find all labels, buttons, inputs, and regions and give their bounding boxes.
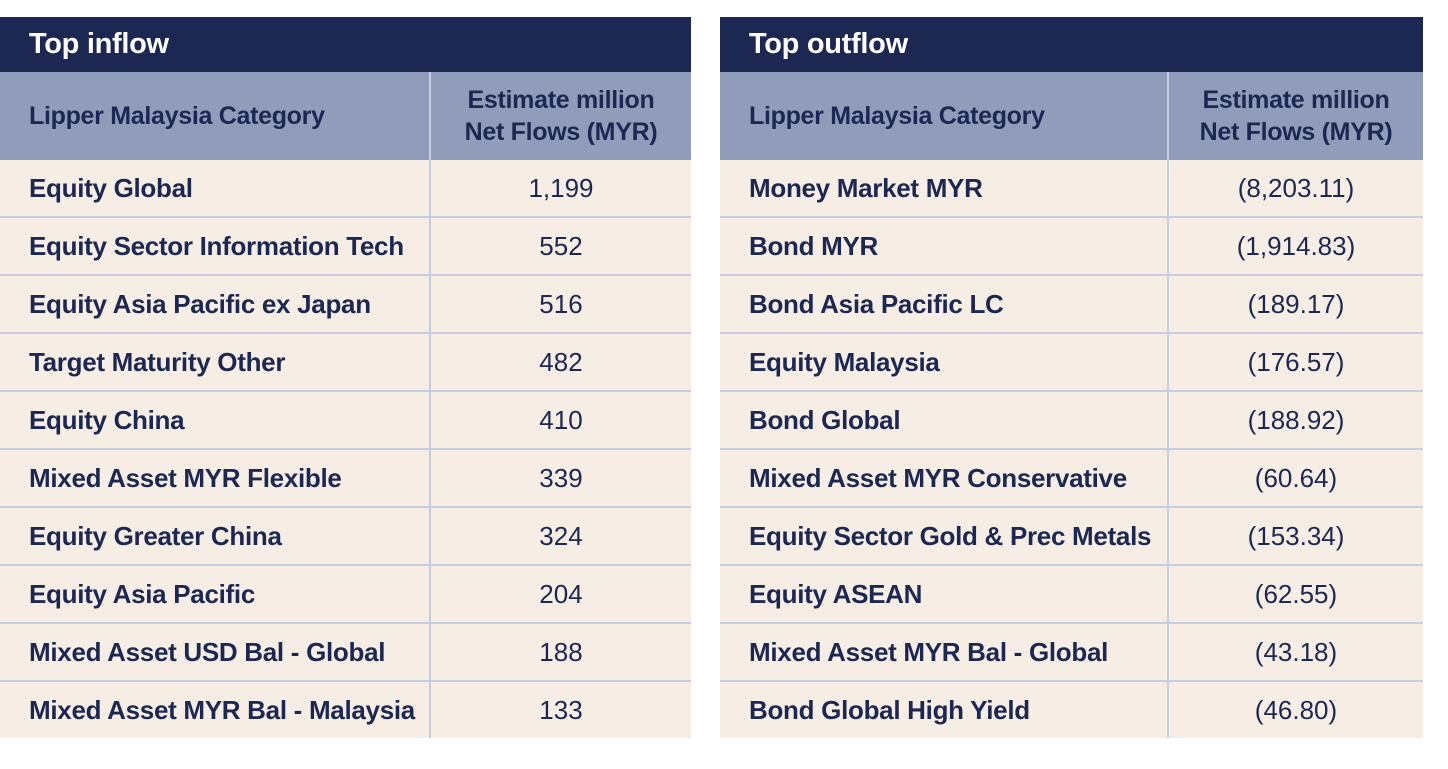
category-cell: Bond MYR: [720, 216, 1168, 275]
table-row: Equity China 410: [0, 390, 691, 449]
net-flow-cell: 188: [429, 622, 691, 681]
table-row: Mixed Asset MYR Conservative (60.64): [720, 448, 1423, 507]
panel-title: Top inflow: [0, 17, 691, 72]
category-cell: Bond Global High Yield: [720, 680, 1168, 738]
category-cell: Mixed Asset MYR Bal - Global: [720, 622, 1168, 681]
category-cell: Equity Asia Pacific ex Japan: [0, 274, 430, 333]
table-row: Equity Malaysia (176.57): [720, 332, 1423, 391]
category-cell: Bond Asia Pacific LC: [720, 274, 1168, 333]
net-flow-cell: (43.18): [1167, 622, 1423, 681]
net-flow-cell: (153.34): [1167, 506, 1423, 565]
net-flow-cell: 1,199: [429, 160, 691, 217]
table-row: Mixed Asset MYR Flexible 339: [0, 448, 691, 507]
table-row: Equity Sector Information Tech 552: [0, 216, 691, 275]
table-header-row: Lipper Malaysia Category Estimate millio…: [0, 72, 691, 160]
category-cell: Bond Global: [720, 390, 1168, 449]
table-row: Mixed Asset MYR Bal - Global (43.18): [720, 622, 1423, 681]
net-flow-cell: 339: [429, 448, 691, 507]
header-line-1: Estimate million: [467, 86, 655, 114]
category-cell: Equity Asia Pacific: [0, 564, 430, 623]
category-cell: Equity Sector Gold & Prec Metals: [720, 506, 1168, 565]
table-row: Bond MYR (1,914.83): [720, 216, 1423, 275]
net-flow-cell: 516: [429, 274, 691, 333]
outflow-table-body: Money Market MYR (8,203.11) Bond MYR (1,914…: [720, 160, 1423, 738]
table-header-row: Lipper Malaysia Category Estimate millio…: [720, 72, 1423, 160]
net-flow-cell: 482: [429, 332, 691, 391]
net-flow-cell: (1,914.83): [1167, 216, 1423, 275]
net-flow-cell: 133: [429, 680, 691, 738]
header-line-1: Estimate million: [1202, 86, 1390, 114]
table-row: Bond Global (188.92): [720, 390, 1423, 449]
category-cell: Equity ASEAN: [720, 564, 1168, 623]
net-flow-cell: 324: [429, 506, 691, 565]
table-row: Target Maturity Other 482: [0, 332, 691, 391]
net-flow-cell: (60.64): [1167, 448, 1423, 507]
category-cell: Mixed Asset USD Bal - Global: [0, 622, 430, 681]
category-cell: Mixed Asset MYR Conservative: [720, 448, 1168, 507]
category-cell: Target Maturity Other: [0, 332, 430, 391]
net-flow-cell: (62.55): [1167, 564, 1423, 623]
table-row: Equity Asia Pacific ex Japan 516: [0, 274, 691, 333]
category-cell: Equity China: [0, 390, 430, 449]
net-flow-cell: (46.80): [1167, 680, 1423, 738]
net-flow-cell: 204: [429, 564, 691, 623]
net-flow-cell: 552: [429, 216, 691, 275]
table-row: Mixed Asset MYR Bal - Malaysia 133: [0, 680, 691, 738]
table-row: Equity ASEAN (62.55): [720, 564, 1423, 623]
table-row: Mixed Asset USD Bal - Global 188: [0, 622, 691, 681]
column-header-category: Lipper Malaysia Category: [0, 72, 430, 160]
net-flow-cell: (189.17): [1167, 274, 1423, 333]
table-row: Equity Global 1,199: [0, 160, 691, 217]
category-cell: Equity Global: [0, 160, 430, 217]
top-inflow-panel: Top inflow Lipper Malaysia Category Esti…: [0, 17, 691, 738]
panel-title: Top outflow: [720, 17, 1423, 72]
category-cell: Equity Malaysia: [720, 332, 1168, 391]
top-outflow-panel: Top outflow Lipper Malaysia Category Est…: [720, 17, 1423, 738]
column-header-net-flows: Estimate million Net Flows (MYR): [429, 72, 691, 160]
table-row: Equity Asia Pacific 204: [0, 564, 691, 623]
category-cell: Mixed Asset MYR Flexible: [0, 448, 430, 507]
outflow-table: Lipper Malaysia Category Estimate millio…: [720, 72, 1423, 738]
category-cell: Money Market MYR: [720, 160, 1168, 217]
category-cell: Mixed Asset MYR Bal - Malaysia: [0, 680, 430, 738]
column-header-category: Lipper Malaysia Category: [720, 72, 1168, 160]
column-header-net-flows: Estimate million Net Flows (MYR): [1167, 72, 1423, 160]
table-row: Money Market MYR (8,203.11): [720, 160, 1423, 217]
category-cell: Equity Sector Information Tech: [0, 216, 430, 275]
table-row: Equity Sector Gold & Prec Metals (153.34): [720, 506, 1423, 565]
net-flow-cell: 410: [429, 390, 691, 449]
table-row: Equity Greater China 324: [0, 506, 691, 565]
inflow-table-body: Equity Global 1,199 Equity Sector Informat…: [0, 160, 691, 738]
category-cell: Equity Greater China: [0, 506, 430, 565]
table-row: Bond Global High Yield (46.80): [720, 680, 1423, 738]
inflow-table: Lipper Malaysia Category Estimate millio…: [0, 72, 691, 738]
table-row: Bond Asia Pacific LC (189.17): [720, 274, 1423, 333]
header-line-2: Net Flows (MYR): [1199, 118, 1393, 146]
net-flow-cell: (188.92): [1167, 390, 1423, 449]
net-flow-cell: (176.57): [1167, 332, 1423, 391]
header-line-2: Net Flows (MYR): [464, 118, 658, 146]
net-flow-cell: (8,203.11): [1167, 160, 1423, 217]
